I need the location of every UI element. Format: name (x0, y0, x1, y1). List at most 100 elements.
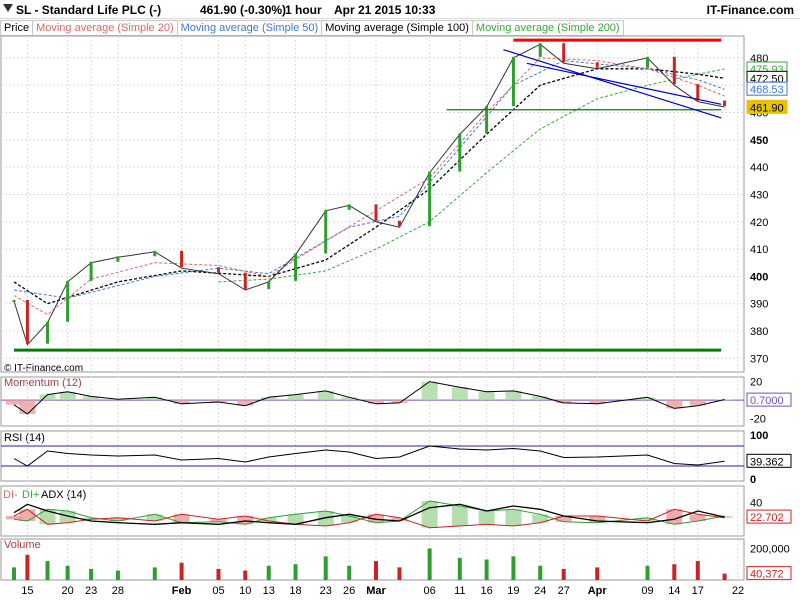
adx-di-spread (210, 519, 227, 522)
volume-bar (293, 564, 298, 580)
date-tick-label: 28 (112, 585, 124, 597)
momentum-area-segment (451, 387, 468, 401)
momentum-area-segment (237, 400, 254, 406)
price-tick-label: 380 (750, 326, 768, 338)
momentum-area-segment (666, 400, 683, 409)
volume-bar (561, 568, 566, 580)
volume-bar (12, 567, 16, 580)
momentum-area-segment (146, 397, 163, 401)
date-tick-label: 06 (424, 585, 436, 597)
adx-di-spread (173, 514, 190, 523)
price-candle (66, 280, 70, 322)
adx-di-spread (341, 516, 358, 523)
indicator-legend: Price Moving average (Simple 20) Moving av… (0, 20, 624, 36)
momentum-tick-label: 20 (750, 377, 762, 389)
price-value-text: 461.90 (750, 102, 784, 114)
volume-bar (672, 564, 677, 580)
momentum-area-segment (59, 391, 76, 401)
trend-line (503, 49, 722, 119)
momentum-area-segment (260, 397, 277, 401)
momentum-area-segment (210, 400, 227, 402)
ma50-line (13, 60, 725, 299)
volume-bar (89, 568, 94, 580)
price-candle (12, 299, 16, 302)
volume-bar (722, 573, 727, 580)
momentum-area-segment (689, 400, 706, 406)
adx-di-spread (451, 506, 468, 526)
interval: 1 hour (285, 3, 322, 17)
price-candle (267, 280, 271, 290)
rsi-tick-label: 100 (750, 430, 768, 442)
price-candle (89, 261, 93, 281)
volume-bar (347, 565, 352, 580)
price-candle (294, 253, 298, 281)
volume-bar (152, 567, 157, 580)
chart-title-bar: SL - Standard Life PLC (-) 461.90 (-0.30… (0, 0, 800, 19)
price-tick-label: 390 (750, 299, 768, 311)
date-tick-label: Feb (172, 585, 192, 597)
adx-di-spread (317, 511, 334, 526)
adx-di-spread (368, 514, 384, 523)
momentum-area-segment (341, 397, 358, 401)
volume-bar (538, 565, 543, 580)
price-candle (347, 204, 351, 210)
momentum-area-segment (478, 391, 495, 401)
adx-di-spread (391, 517, 408, 521)
ma200-line (218, 68, 725, 283)
momentum-area-segment (532, 396, 549, 401)
adx-value-box (746, 509, 792, 524)
di-minus-line (13, 508, 725, 529)
momentum-area-segment (555, 400, 572, 403)
volume-bar (115, 570, 120, 580)
volume-bar (695, 561, 700, 580)
rsi-value-text: 39.362 (750, 456, 784, 468)
date-tick-label: 15 (21, 585, 33, 597)
adx-di-spread (39, 509, 56, 525)
timestamp: Apr 21 2015 10:33 (334, 3, 436, 17)
dropdown-arrow-icon[interactable] (3, 4, 13, 12)
price-candle (485, 106, 489, 134)
momentum-title: Momentum (12) (4, 377, 82, 389)
price-candle (562, 43, 566, 63)
price-value-label: 461.90 (746, 99, 788, 114)
momentum-value-box (746, 392, 792, 407)
legend-ma50[interactable]: Moving average (Simple 50) (176, 20, 323, 36)
volume-bar (179, 562, 184, 580)
adx-di-spread (237, 516, 254, 525)
date-tick-label: 09 (641, 585, 653, 597)
volume-panel-frame (0, 538, 745, 581)
momentum-area-segment (505, 390, 522, 401)
price-value-text: 468.53 (750, 84, 784, 96)
rsi-tick-label: 0 (750, 474, 756, 486)
momentum-area-segment (287, 394, 304, 401)
brand-name: IT-Finance.com (706, 3, 794, 17)
volume-bar (645, 565, 650, 580)
price-candle (374, 204, 378, 221)
volume-bar (374, 561, 378, 580)
date-tick-label: 17 (692, 585, 704, 597)
volume-bar (484, 559, 489, 580)
price-tick-label: 420 (750, 217, 768, 229)
rsi-panel-frame (0, 430, 745, 482)
price-tick-label: 370 (750, 353, 768, 365)
momentum-value-text: 0.7000 (750, 395, 784, 407)
adx-panel-frame (0, 485, 745, 537)
date-tick-label: 27 (558, 585, 570, 597)
date-tick-label: 11 (454, 585, 465, 597)
adx-title: ADX (14) (41, 489, 86, 501)
adx-di-spread (109, 517, 126, 521)
adx-di-spread (6, 516, 22, 520)
legend-ma200[interactable]: Moving average (Simple 200) (471, 20, 624, 36)
price-candle (116, 256, 120, 262)
momentum-panel-frame (0, 376, 745, 427)
price-value-box (746, 99, 788, 114)
price-candle (153, 250, 157, 257)
copyright-text: © IT-Finance.com (4, 363, 83, 374)
legend-ma100[interactable]: Moving average (Simple 100) (321, 20, 473, 36)
date-tick-label: 22 (732, 585, 744, 597)
volume-title: Volume (4, 539, 41, 551)
volume-bar (65, 565, 70, 580)
price-candle (595, 62, 599, 68)
price-panel-frame (0, 35, 745, 373)
